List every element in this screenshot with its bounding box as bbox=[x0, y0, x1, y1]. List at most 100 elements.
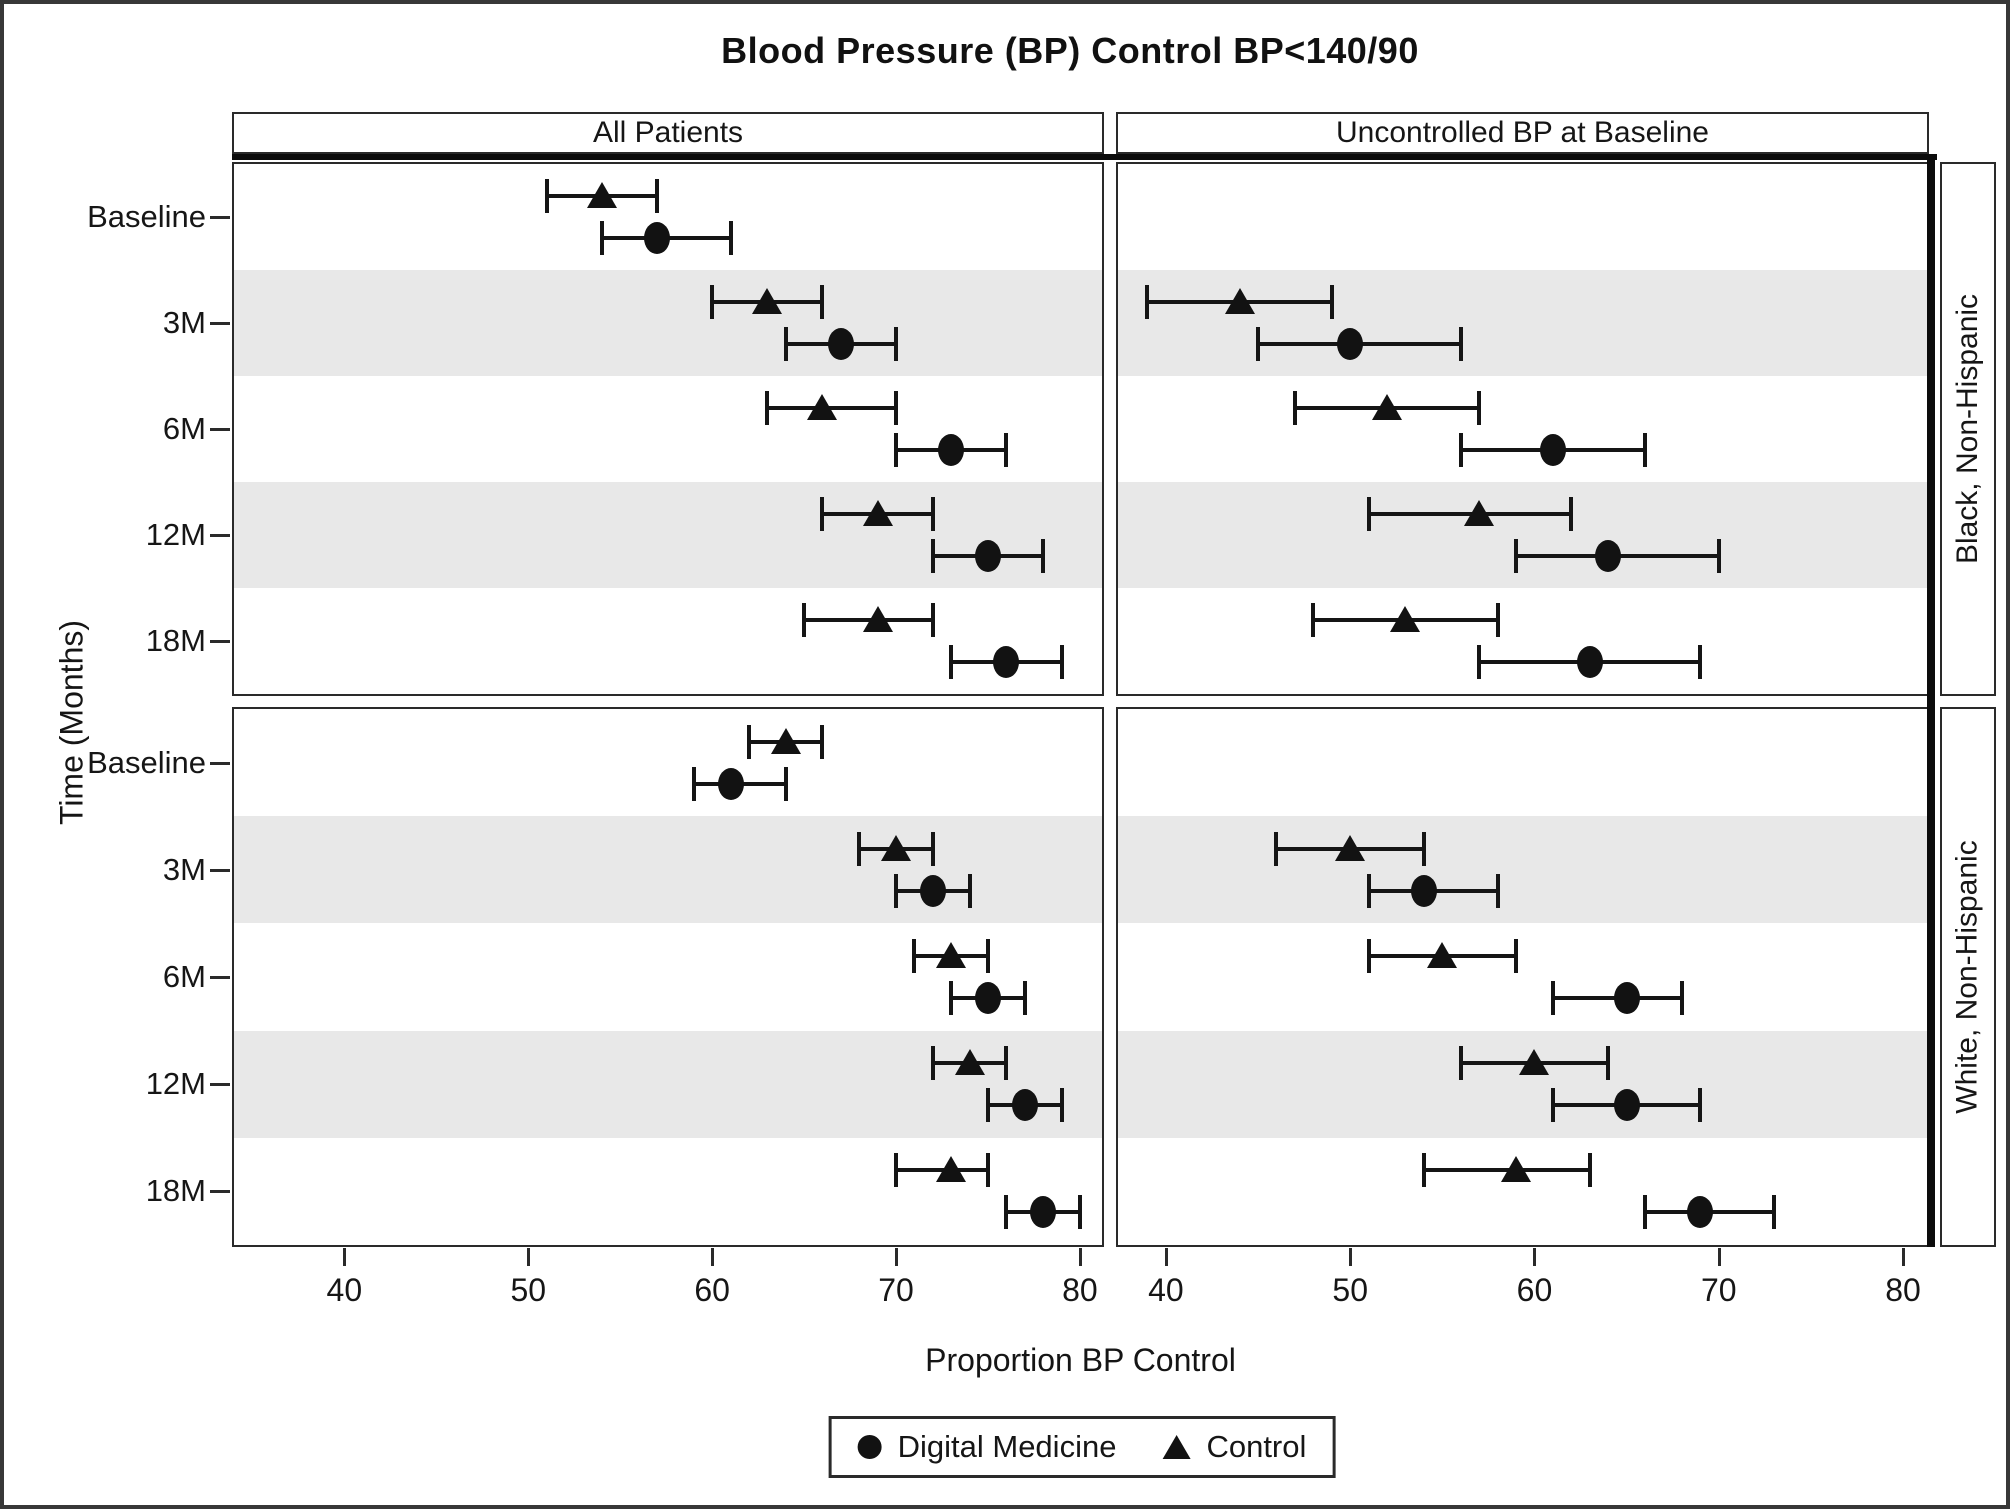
x-tick-label: 60 bbox=[1516, 1272, 1553, 1308]
control-Baseline-marker bbox=[586, 181, 617, 208]
digital-medicine-12M-error-cap-high bbox=[1716, 539, 1721, 573]
digital-medicine-18M-error-cap-low bbox=[1477, 645, 1482, 679]
digital-medicine-6M-error-cap-low bbox=[1458, 433, 1463, 467]
x-tick-label: 60 bbox=[694, 1272, 730, 1308]
control-3M-marker bbox=[1335, 834, 1366, 861]
digital-medicine-3M-error-cap-low bbox=[1256, 327, 1261, 361]
panel-white-uncontrolled bbox=[1116, 707, 1929, 1247]
legend: Digital Medicine Control bbox=[828, 1416, 1336, 1478]
control-6M-error-cap-high bbox=[894, 391, 899, 425]
x-tick-label: 80 bbox=[1885, 1272, 1921, 1308]
digital-medicine-12M-marker bbox=[1011, 1089, 1038, 1122]
digital-medicine-18M-error-cap-high bbox=[1772, 1195, 1777, 1230]
control-18M-error-cap-high bbox=[1587, 1153, 1592, 1188]
time-label-Baseline: Baseline bbox=[87, 744, 206, 780]
control-3M-marker bbox=[752, 287, 783, 314]
time-label-12M: 12M bbox=[145, 517, 206, 552]
y-tick bbox=[210, 976, 230, 979]
x-tick-label: 80 bbox=[1062, 1272, 1098, 1308]
digital-medicine-3M-error-cap-high bbox=[894, 327, 899, 361]
digital-medicine-Baseline-marker bbox=[717, 767, 744, 800]
x-tick-label: 70 bbox=[1700, 1272, 1737, 1308]
control-3M-marker bbox=[1224, 287, 1255, 314]
control-legend-label: Control bbox=[1206, 1429, 1307, 1464]
shaded-band-3M bbox=[1118, 816, 1927, 924]
digital-medicine-12M-error-cap-low bbox=[1514, 539, 1519, 573]
x-axis-title: Proportion BP Control bbox=[925, 1342, 1236, 1378]
control-Baseline-error-cap-high bbox=[820, 724, 825, 759]
time-label-6M: 6M bbox=[162, 959, 206, 994]
digital-medicine-12M-error-cap-low bbox=[930, 539, 935, 573]
digital-medicine-18M-error-cap-low bbox=[1643, 1195, 1648, 1230]
digital-medicine-6M-error-cap-high bbox=[1679, 981, 1684, 1015]
digital-medicine-3M-error-cap-low bbox=[894, 873, 899, 908]
digital-medicine-6M-error-cap-high bbox=[1643, 433, 1648, 467]
digital-medicine-12M-error-cap-high bbox=[1059, 1088, 1064, 1123]
digital-medicine-6M-marker bbox=[1613, 982, 1640, 1014]
control-3M-error-cap-low bbox=[1274, 831, 1279, 866]
control-18M-error-cap-high bbox=[985, 1153, 990, 1188]
panel-white-all-patients bbox=[232, 707, 1104, 1247]
control-6M-marker bbox=[936, 941, 967, 968]
digital-medicine-6M-error-cap-low bbox=[1550, 981, 1555, 1015]
shaded-band-12M bbox=[234, 482, 1102, 588]
digital-medicine-12M-error-cap-high bbox=[1041, 539, 1046, 573]
y-tick bbox=[210, 534, 230, 537]
digital-medicine-Baseline-error-cap-low bbox=[599, 221, 604, 255]
control-6M-error-cap-low bbox=[1292, 391, 1297, 425]
row-header-black-box: Black, Non-Hispanic bbox=[1940, 162, 1996, 696]
control-18M-error-cap-high bbox=[930, 603, 935, 637]
y-tick bbox=[210, 428, 230, 431]
digital-medicine-6M-error-cap-low bbox=[894, 433, 899, 467]
digital-medicine-3M-marker bbox=[1410, 874, 1437, 907]
control-18M-marker bbox=[1501, 1156, 1532, 1183]
control-18M-error-cap-low bbox=[894, 1153, 899, 1188]
x-tick-label: 40 bbox=[326, 1272, 363, 1308]
control-12M-error-cap-low bbox=[930, 1046, 935, 1081]
digital-medicine-12M-marker bbox=[1595, 540, 1622, 572]
control-3M-error-cap-high bbox=[1329, 285, 1334, 319]
control-12M-error-cap-high bbox=[1606, 1046, 1611, 1081]
x-tick bbox=[527, 1248, 531, 1266]
control-12M-marker bbox=[954, 1049, 985, 1076]
control-12M-error-cap-high bbox=[1004, 1046, 1009, 1081]
column-header-all-patients-label: All Patients bbox=[592, 116, 744, 149]
x-tick-label: 40 bbox=[1148, 1272, 1184, 1308]
time-label-6M: 6M bbox=[162, 411, 206, 446]
panel-black-all-patients bbox=[232, 162, 1104, 696]
x-tick-label: 70 bbox=[878, 1272, 914, 1308]
digital-medicine-legend-icon bbox=[857, 1435, 882, 1459]
control-6M-error-cap-low bbox=[912, 939, 917, 973]
y-tick bbox=[210, 216, 230, 219]
shaded-band-3M bbox=[234, 816, 1102, 924]
digital-medicine-18M-error-cap-low bbox=[949, 645, 954, 679]
digital-medicine-3M-marker bbox=[919, 874, 946, 907]
digital-medicine-18M-marker bbox=[993, 646, 1020, 678]
digital-medicine-3M-marker bbox=[1337, 328, 1364, 360]
digital-medicine-6M-error-cap-low bbox=[949, 981, 954, 1015]
x-tick bbox=[1533, 1248, 1537, 1266]
digital-medicine-18M-error-cap-low bbox=[1004, 1195, 1009, 1230]
control-Baseline-error-cap-low bbox=[746, 724, 751, 759]
time-label-3M: 3M bbox=[162, 305, 206, 340]
y-tick bbox=[210, 761, 230, 765]
digital-medicine-3M-error-cap-high bbox=[1458, 327, 1463, 361]
chart-title: Blood Pressure (BP) Control BP<140/90 bbox=[721, 30, 1419, 71]
control-18M-error-cap-high bbox=[1495, 603, 1500, 637]
control-12M-error-cap-low bbox=[1366, 497, 1371, 531]
digital-medicine-legend-label: Digital Medicine bbox=[897, 1429, 1117, 1464]
row-strip-rule bbox=[1927, 154, 1935, 1247]
digital-medicine-6M-error-cap-high bbox=[1022, 981, 1027, 1015]
control-3M-error-cap-high bbox=[930, 831, 935, 866]
control-12M-error-cap-high bbox=[1569, 497, 1574, 531]
control-6M-error-cap-low bbox=[765, 391, 770, 425]
x-tick-label: 50 bbox=[1332, 1272, 1368, 1308]
x-tick bbox=[1164, 1248, 1168, 1266]
control-Baseline-error-cap-low bbox=[544, 179, 549, 213]
control-6M-error-cap-high bbox=[1477, 391, 1482, 425]
column-header-uncontrolled: Uncontrolled BP at Baseline bbox=[1116, 112, 1929, 154]
row-header-white-box: White, Non-Hispanic bbox=[1940, 707, 1996, 1247]
x-tick-label: 50 bbox=[510, 1272, 547, 1308]
time-label-18M: 18M bbox=[145, 623, 206, 658]
x-tick bbox=[1902, 1248, 1906, 1266]
